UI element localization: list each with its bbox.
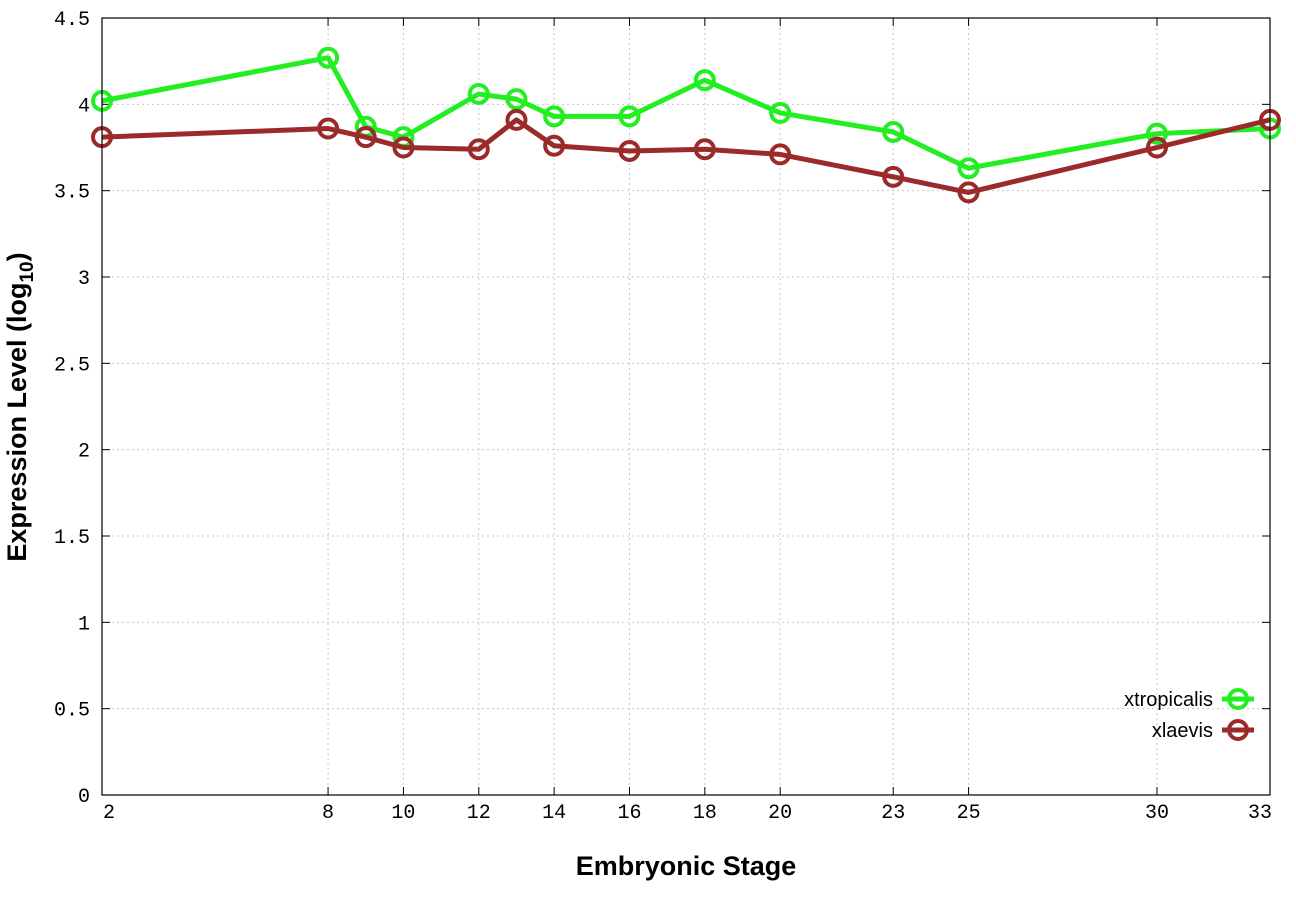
data-point-xtropicalis	[693, 69, 716, 92]
y-tick-label: 1	[78, 613, 90, 636]
y-tick-label: 3.5	[54, 182, 90, 205]
axes: 0 0.5 1 1.5 2 2.5 3 3.5 4 4.5 2 8 10 12 14 16 18 20 23 25 30…	[54, 9, 1272, 825]
y-tick-label: 4	[78, 95, 90, 118]
legend-label: xtropicalis	[1124, 689, 1213, 711]
data-point-xtropicalis	[467, 82, 490, 105]
y-axis-title: Expression Level (log10)	[2, 252, 38, 561]
y-tick-label: 1.5	[54, 527, 90, 550]
series-xtropicalis	[91, 46, 1281, 180]
legend: xtropicalis xlaevis	[1124, 688, 1254, 742]
data-point-xlaevis	[505, 108, 528, 131]
x-tick-label: 10	[391, 802, 415, 825]
data-point-xlaevis	[1145, 136, 1168, 159]
data-point-xlaevis	[467, 138, 490, 161]
x-tick-label: 23	[881, 802, 905, 825]
data-point-xtropicalis	[618, 105, 641, 128]
x-tick-label: 20	[768, 802, 792, 825]
x-tick-label: 8	[322, 802, 334, 825]
data-point-xtropicalis	[769, 101, 792, 124]
data-point-xlaevis	[618, 139, 641, 162]
x-tick-label: 16	[617, 802, 641, 825]
data-point-xlaevis	[354, 126, 377, 149]
legend-entry-xlaevis: xlaevis	[1152, 719, 1254, 742]
data-point-xlaevis	[957, 181, 980, 204]
data-point-xlaevis	[693, 138, 716, 161]
y-tick-label: 3	[78, 268, 90, 291]
legend-entry-xtropicalis: xtropicalis	[1124, 688, 1254, 711]
x-tick-label: 25	[957, 802, 981, 825]
data-point-xtropicalis	[882, 120, 905, 143]
y-tick-label: 2.5	[54, 354, 90, 377]
data-point-xlaevis	[769, 143, 792, 166]
data-point-xtropicalis	[317, 46, 340, 69]
x-axis-title: Embryonic Stage	[576, 851, 797, 881]
data-point-xlaevis	[543, 134, 566, 157]
plot-frame	[101, 17, 1271, 796]
series-layer	[91, 46, 1281, 204]
x-tick-label: 18	[693, 802, 717, 825]
x-tick-label: 12	[467, 802, 491, 825]
y-tick-label: 2	[78, 441, 90, 464]
data-point-xlaevis	[317, 117, 340, 140]
y-axis-title-main: Expression Level (log	[2, 283, 32, 562]
y-tick-label: 0	[78, 786, 90, 809]
y-tick-label: 4.5	[54, 9, 90, 32]
y-axis-title-close: )	[2, 252, 32, 261]
x-tick-label: 14	[542, 802, 566, 825]
x-tick-label: 33	[1248, 802, 1272, 825]
series-line-xlaevis	[101, 117, 1271, 195]
data-point-xlaevis	[882, 165, 905, 188]
data-point-xlaevis	[392, 136, 415, 159]
y-tick-label: 0.5	[54, 700, 90, 723]
data-point-xtropicalis	[957, 157, 980, 180]
legend-swatch-marker	[1227, 719, 1249, 741]
data-point-xtropicalis	[1145, 122, 1168, 145]
legend-label: xlaevis	[1152, 720, 1213, 742]
x-tick-label: 2	[103, 802, 115, 825]
data-point-xtropicalis	[543, 105, 566, 128]
y-axis-title-subscript: 10	[17, 261, 38, 282]
x-tick-label: 30	[1145, 802, 1169, 825]
series-xlaevis	[91, 108, 1281, 204]
data-point-xtropicalis	[505, 88, 528, 111]
legend-swatch-marker	[1227, 688, 1249, 710]
grid-lines	[102, 18, 1270, 795]
